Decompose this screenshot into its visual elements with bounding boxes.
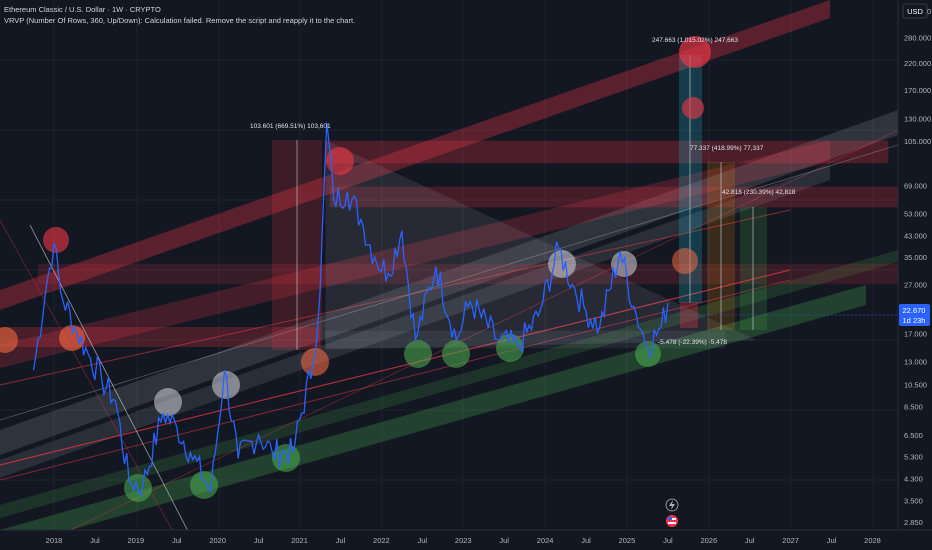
time-axis-tick: Jul <box>827 536 837 545</box>
time-axis[interactable] <box>0 530 932 550</box>
time-axis-tick: 2020 <box>209 536 226 545</box>
time-axis-labels: 2018 Jul 2019 Jul 2020 Jul 2021 Jul 2022 Jul 2023 J… <box>46 536 881 545</box>
red-channel-top <box>0 0 830 310</box>
time-axis-tick: Jul <box>581 536 591 545</box>
price-axis-tick: 69.000 <box>904 181 927 190</box>
price-axis-tick: 27.000 <box>904 281 927 290</box>
price-axis-tick: 10.500 <box>904 380 927 389</box>
measure-box-4 <box>740 207 767 330</box>
red-line-1 <box>0 209 791 386</box>
measure-label-3: 77.337 (418.99%) 77,337 <box>690 145 764 152</box>
currency-button-label: USD <box>907 7 923 16</box>
price-axis-tick: 43.000 <box>904 231 927 240</box>
red-line-3 <box>0 279 791 481</box>
measure-label-4: 42.818 (230.39%) 42,818 <box>722 189 796 196</box>
price-axis-tick: 220.000 <box>904 59 931 68</box>
measure-label-2: 247.663 (1,015.02%) 247,663 <box>652 37 738 44</box>
time-axis-tick: 2022 <box>373 536 390 545</box>
currency-button[interactable]: USD <box>902 3 928 19</box>
price-axis-tick: 105.000 <box>904 137 931 146</box>
price-axis-tick: 170.000 <box>904 86 931 95</box>
time-axis-tick: Jul <box>745 536 755 545</box>
green-channel-upper <box>0 250 898 518</box>
price-axis-tick: 4.300 <box>904 475 923 484</box>
price-axis-tick: 5.300 <box>904 452 923 461</box>
price-axis-tick: 17.000 <box>904 329 927 338</box>
price-axis-tick: 35.000 <box>904 253 927 262</box>
downtrend-line-1 <box>29 224 188 530</box>
price-badge-value: 22.670 <box>903 306 926 315</box>
chart-legend: Ethereum Classic / U.S. Dollar · 1W · CR… <box>4 4 355 26</box>
price-axis-tick: 130.000 <box>904 115 931 124</box>
time-axis-tick: Jul <box>499 536 509 545</box>
zone-red-2 <box>329 186 898 208</box>
white-line <box>0 144 898 421</box>
us-flag-icon[interactable] <box>666 515 678 527</box>
price-axis-tick: 6.500 <box>904 431 923 440</box>
lightning-icon[interactable] <box>665 498 679 512</box>
price-badge-countdown: 1d 23h <box>903 316 926 325</box>
time-axis-tick: 2018 <box>46 536 63 545</box>
time-axis-tick: Jul <box>254 536 264 545</box>
time-axis-tick: 2027 <box>782 536 799 545</box>
price-badge: 22.670 1d 23h <box>899 304 930 326</box>
grid <box>0 0 898 530</box>
triangle-pattern <box>325 140 756 350</box>
red-line-2 <box>0 269 791 466</box>
time-axis-tick: 2025 <box>619 536 636 545</box>
price-axis-tick: 3.500 <box>904 496 923 505</box>
price-axis-tick: 53.000 <box>904 209 927 218</box>
symbol-title[interactable]: Ethereum Classic / U.S. Dollar · 1W · CR… <box>4 5 161 14</box>
time-axis-tick: 2024 <box>537 536 554 545</box>
white-channel-2 <box>0 165 830 478</box>
price-axis-tick: 13.000 <box>904 358 927 367</box>
price-axis-tick: 2.850 <box>904 518 923 527</box>
time-axis-tick: 2019 <box>128 536 145 545</box>
red-line-4 <box>69 129 898 530</box>
time-axis-tick: Jul <box>90 536 100 545</box>
measure-label-1: 103.601 (669.51%) 103,601 <box>250 123 331 130</box>
measure-label-5: -5.478 (-22.39%) -5,478 <box>658 339 727 346</box>
time-axis-tick: 2023 <box>455 536 472 545</box>
time-axis-tick: Jul <box>336 536 346 545</box>
time-axis-tick: 2021 <box>291 536 308 545</box>
indicator-status[interactable]: VRVP (Number Of Rows, 360, Up/Down): Cal… <box>4 16 356 25</box>
time-axis-tick: Jul <box>663 536 673 545</box>
zone-red-top <box>324 140 889 164</box>
price-axis-tick: 8.500 <box>904 403 923 412</box>
time-axis-tick: Jul <box>172 536 182 545</box>
time-axis-tick: Jul <box>418 536 428 545</box>
price-line <box>32 122 669 498</box>
red-channel-mid <box>0 140 830 368</box>
time-axis-tick: 2026 <box>700 536 717 545</box>
time-axis-tick: 2028 <box>864 536 881 545</box>
price-axis-tick: 280.000 <box>904 34 931 43</box>
white-channel <box>0 110 898 455</box>
price-axis[interactable] <box>898 0 932 530</box>
